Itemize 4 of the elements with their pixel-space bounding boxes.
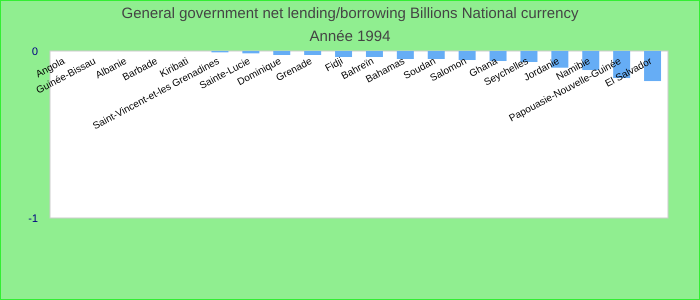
chart-title: General government net lending/borrowing Billions National currency [122, 5, 579, 22]
y-tick-label: -1 [28, 213, 38, 225]
chart-subtitle: Année 1994 [310, 28, 390, 45]
y-tick-label: 0 [32, 46, 38, 58]
